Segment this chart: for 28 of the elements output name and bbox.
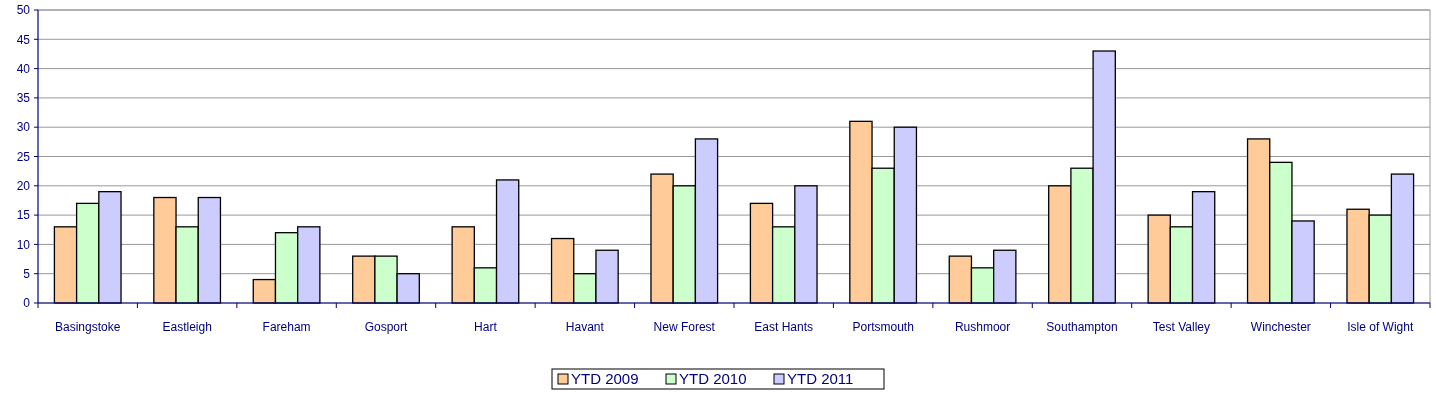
x-tick-label: Southampton [1046, 320, 1118, 334]
legend-label: YTD 2009 [571, 370, 639, 388]
x-tick-label: Eastleigh [162, 320, 212, 334]
y-tick-label: 20 [16, 179, 31, 193]
x-tick-label: Basingstoke [55, 320, 121, 334]
x-tick-label: East Hants [754, 320, 814, 334]
y-tick-label: 35 [16, 91, 31, 106]
x-tick-label: Hart [474, 320, 498, 334]
x-tick-label: Fareham [262, 320, 311, 334]
x-tick-label: Winchester [1250, 320, 1311, 334]
y-tick-label: 10 [16, 237, 31, 252]
y-tick-label: 0 [23, 296, 31, 311]
y-tick-label: 15 [16, 208, 31, 223]
legend-label: YTD 2010 [679, 370, 747, 388]
y-tick-label: 50 [16, 3, 31, 18]
x-tick-label: Rushmoor [954, 320, 1011, 334]
y-tick-label: 5 [23, 266, 31, 281]
x-tick-label: Isle of Wight [1347, 320, 1414, 334]
x-tick-label: Test Valley [1152, 320, 1210, 334]
legend-label: YTD 2011 [787, 370, 854, 388]
y-tick-label: 25 [16, 149, 31, 164]
x-tick-label: Havant [565, 320, 605, 334]
x-tick-label: Gosport [364, 320, 409, 334]
x-tick-label: Portsmouth [852, 320, 914, 334]
x-tick-label: New Forest [653, 320, 716, 334]
y-tick-label: 30 [16, 120, 31, 135]
y-tick-label: 45 [16, 32, 31, 47]
y-tick-label: 40 [16, 61, 31, 76]
